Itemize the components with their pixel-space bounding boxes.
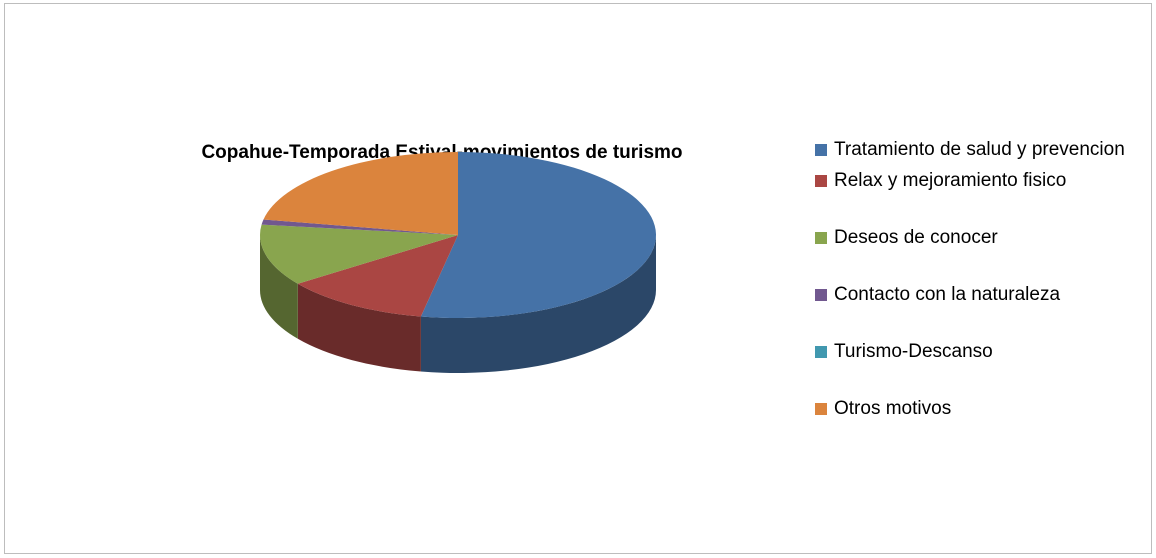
legend-swatch (815, 144, 827, 156)
legend-label: Deseos de conocer (834, 227, 998, 248)
pie-slice-side (260, 235, 298, 339)
pie-slice (261, 219, 458, 235)
pie-slice (420, 152, 657, 318)
pie-slice (263, 152, 458, 235)
pie-sides (260, 235, 656, 373)
legend-label: Otros motivos (834, 398, 952, 419)
legend-swatch (815, 175, 827, 187)
pie-slice-side (297, 283, 421, 372)
legend-item: Contacto con la naturaleza (815, 283, 1145, 306)
legend-label: Tratamiento de salud y prevencion (834, 139, 1125, 160)
legend-item: Relax y mejoramiento fisico (815, 169, 1145, 192)
pie-slice (297, 235, 458, 317)
legend-swatch (815, 403, 827, 415)
legend-label: Relax y mejoramiento fisico (834, 170, 1067, 191)
legend-item: Tratamiento de salud y prevencion (815, 138, 1145, 161)
legend-item: Deseos de conocer (815, 226, 1145, 249)
legend-item: Turismo-Descanso (815, 340, 1145, 363)
legend-item: Otros motivos (815, 397, 1145, 420)
pie-slice-side (420, 235, 656, 373)
legend-label: Turismo-Descanso (834, 341, 993, 362)
legend-label: Contacto con la naturaleza (834, 284, 1061, 305)
pie-tops (260, 152, 657, 318)
legend-swatch (815, 346, 827, 358)
pie-slice (260, 224, 458, 284)
legend-swatch (815, 289, 827, 301)
legend-swatch (815, 232, 827, 244)
